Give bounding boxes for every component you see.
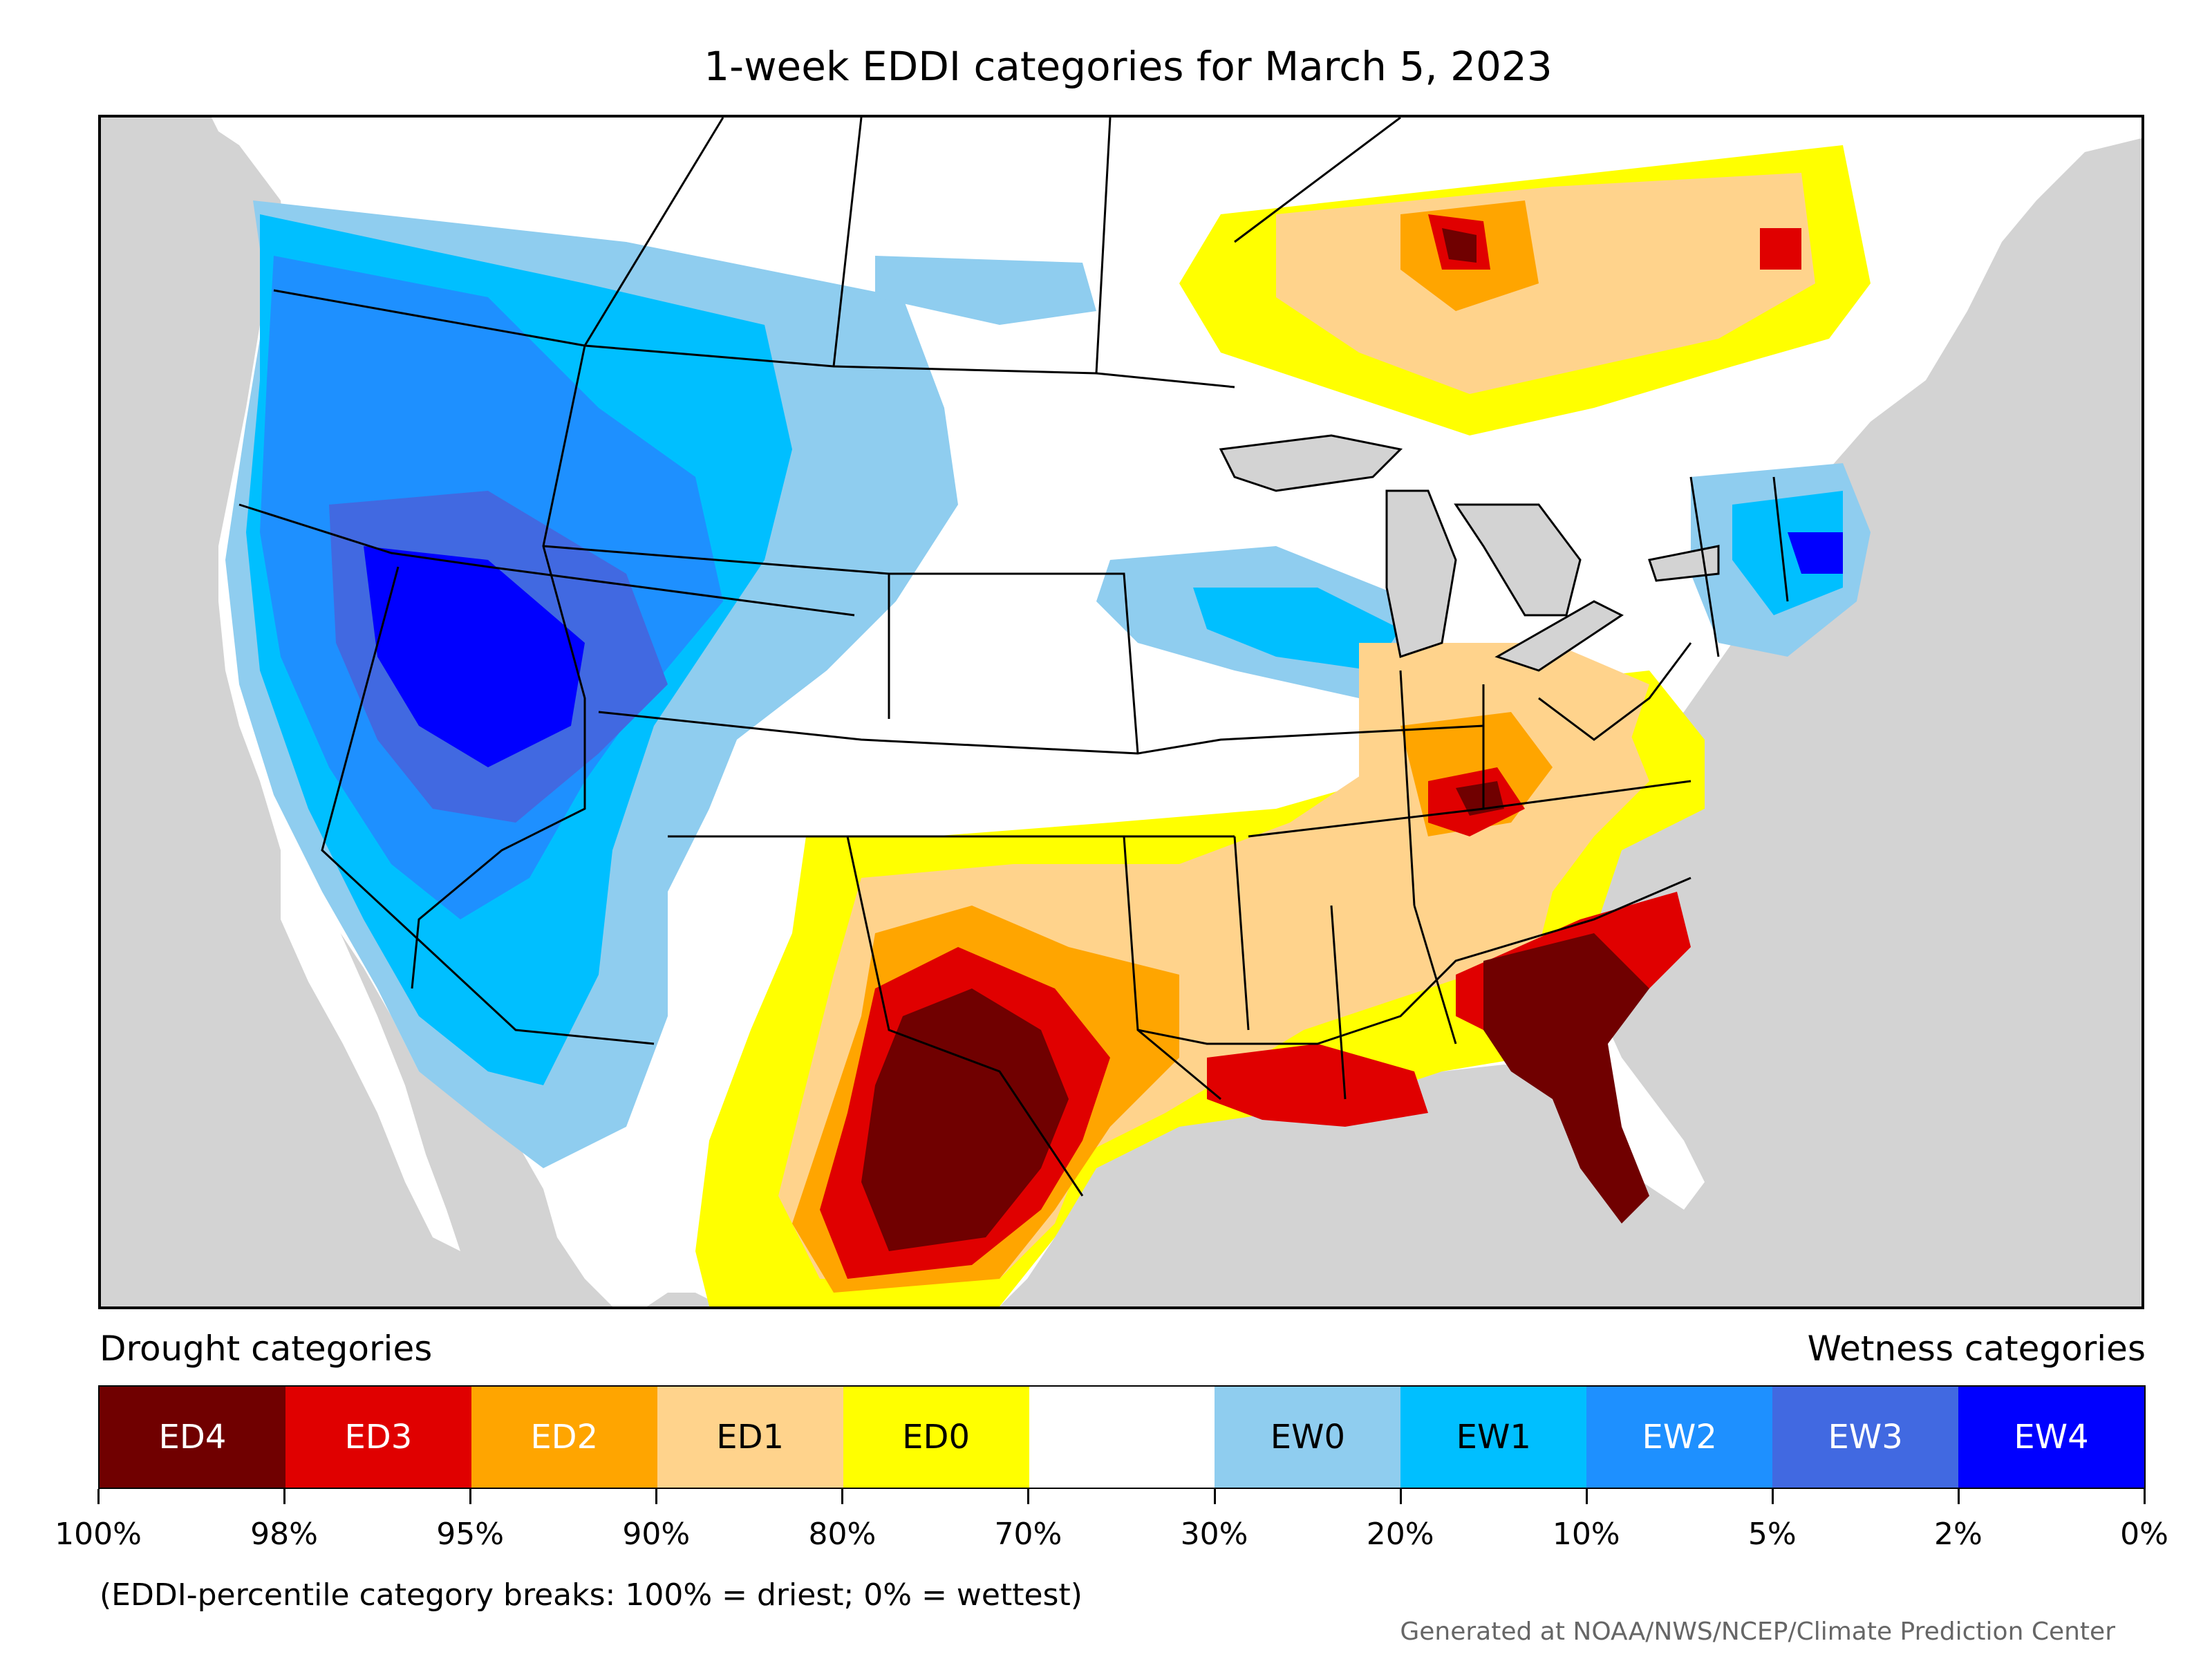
credit-line: Generated at NOAA/NWS/NCEP/Climate Predi…	[1400, 1618, 2115, 1646]
category-colorbar: ED4 ED3 ED2 ED1 ED0 EW0 EW1 EW2 EW3 EW4	[98, 1385, 2146, 1489]
colorbar-tick	[2144, 1489, 2146, 1504]
colorbar-tick	[1771, 1489, 1774, 1504]
colorbar-tick-label: 90%	[622, 1517, 691, 1552]
colorbar-tick	[1585, 1489, 1588, 1504]
colorbar-swatch-ew0: EW0	[1215, 1387, 1401, 1488]
colorbar-tick-label: 100%	[55, 1517, 142, 1552]
colorbar-tick	[841, 1489, 844, 1504]
colorbar-tick-label: 98%	[250, 1517, 318, 1552]
great-lakes	[1219, 434, 1720, 672]
colorbar-tick-label: 2%	[1934, 1517, 1983, 1552]
colorbar-swatch-ew3: EW3	[1772, 1387, 1959, 1488]
colorbar-tick-label: 20%	[1366, 1517, 1434, 1552]
colorbar-tick-label: 80%	[808, 1517, 877, 1552]
colorbar-swatch-ew4: EW4	[1958, 1387, 2144, 1488]
drought-areas	[695, 145, 1871, 1306]
wetness-categories-label: Wetness categories	[1807, 1329, 2146, 1369]
colorbar-swatch-ed0: ED0	[843, 1387, 1029, 1488]
percentile-note: (EDDI-percentile category breaks: 100% =…	[100, 1577, 1082, 1613]
colorbar-tick-label: 30%	[1180, 1517, 1248, 1552]
political-borders	[238, 118, 1789, 1197]
wetness-areas	[225, 200, 1871, 1168]
colorbar-tick-label: 70%	[994, 1517, 1062, 1552]
colorbar-swatch-ew1: EW1	[1400, 1387, 1587, 1488]
colorbar-swatch-ed1: ED1	[657, 1387, 843, 1488]
colorbar-swatch-neutral	[1029, 1387, 1215, 1488]
baja-peninsula	[281, 850, 460, 1251]
drought-categories-label: Drought categories	[100, 1329, 433, 1369]
colorbar-tick	[1213, 1489, 1216, 1504]
colorbar-swatch-ed4: ED4	[100, 1387, 285, 1488]
colorbar-tick-label: 0%	[2120, 1517, 2168, 1552]
colorbar-swatch-ed3: ED3	[285, 1387, 471, 1488]
colorbar-swatch-ew2: EW2	[1586, 1387, 1773, 1488]
colorbar-tick	[469, 1489, 472, 1504]
colorbar-tick-label: 95%	[436, 1517, 505, 1552]
colorbar-tick	[97, 1489, 100, 1504]
eddi-map-canvas	[101, 118, 2141, 1306]
colorbar-tick	[1957, 1489, 1960, 1504]
map-title: 1-week EDDI categories for March 5, 2023	[704, 43, 1553, 90]
colorbar-tick	[1027, 1489, 1030, 1504]
colorbar-tick-label: 10%	[1552, 1517, 1620, 1552]
eddi-map	[98, 115, 2144, 1309]
colorbar-tick	[1399, 1489, 1402, 1504]
colorbar-tick	[655, 1489, 658, 1504]
colorbar-tick	[283, 1489, 286, 1504]
colorbar-tick-label: 5%	[1747, 1517, 1797, 1552]
colorbar-swatch-ed2: ED2	[471, 1387, 657, 1488]
